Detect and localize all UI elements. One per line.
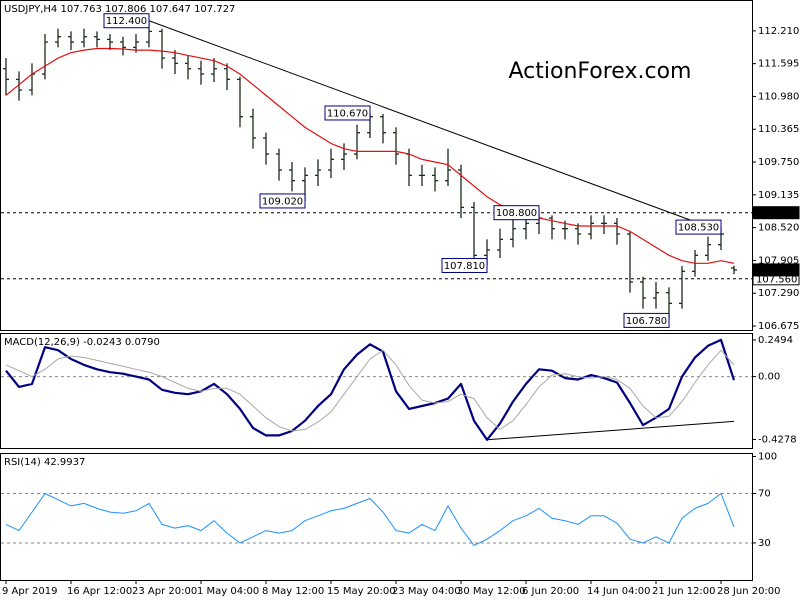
y-tick-label: 108.520 [758,223,799,234]
price-tag-label: 107.560 [756,274,797,285]
y-tick-label: 100 [758,451,777,462]
y-tick-label: 106.675 [758,321,799,332]
panel-title: USDJPY,H4 107.763 107.806 107.647 107.72… [4,4,235,15]
price-panel [0,0,753,331]
y-tick-label: 0.00 [758,372,780,383]
y-tick-label: 112.210 [758,26,799,37]
x-tick-label: 30 May 12:00 [457,586,526,597]
annotation-label: 107.810 [444,261,485,272]
y-tick-label: 109.750 [758,157,799,168]
annotation-box [441,257,488,273]
y-tick-label: 107.905 [758,255,799,266]
annotation-label: 110.670 [327,108,368,119]
x-tick-label: 21 Jun 12:00 [652,586,716,597]
trend-line [486,420,735,441]
annotation-label: 109.020 [262,196,303,207]
x-tick-label: 28 Jun 20:00 [717,586,781,597]
annotation-label: 106.780 [626,316,667,327]
y-tick-label: 110.365 [758,124,799,135]
price-tag [752,263,800,277]
panel-title: MACD(12,26,9) -0.0243 0.0790 [4,337,160,348]
annotation-box [675,219,722,235]
annotation-box [493,205,540,221]
indicator-line [5,349,735,432]
y-tick-label: 111.595 [758,59,799,70]
annotation-box [259,193,306,209]
rsi-panel [0,453,753,581]
x-tick-label: 14 Jun 04:00 [587,586,651,597]
x-tick-label: 23 Apr 20:00 [132,586,197,597]
x-tick-label: 9 Apr 2019 [2,586,57,597]
annotation-box [623,312,670,328]
x-tick-label: 15 May 20:00 [327,586,396,597]
panel-title: RSI(14) 42.9937 [4,457,85,468]
price-tag-label: 107.727 [756,265,797,276]
price-tag [752,206,800,220]
y-tick-label: 70 [758,489,771,500]
indicator-line [5,47,735,264]
x-tick-label: 23 May 04:00 [392,586,461,597]
y-tick-label: -0.4278 [758,434,797,445]
y-tick-label: 109.135 [758,190,799,201]
annotation-label: 112.400 [106,16,147,27]
x-tick-label: 8 May 12:00 [262,586,324,597]
annotation-label: 108.800 [496,208,537,219]
macd-panel [0,333,753,449]
y-tick-label: 107.290 [758,288,799,299]
x-tick-label: 16 Apr 12:00 [67,586,132,597]
y-tick-label: 30 [758,538,771,549]
y-tick-label: 110.980 [758,91,799,102]
price-tag-label: 108.800 [756,208,797,219]
indicator-line [5,493,735,546]
annotation-label: 108.530 [678,223,719,234]
indicator-line [5,338,736,441]
trend-line [148,20,722,232]
x-tick-label: 6 Jun 20:00 [522,586,579,597]
annotation-box [103,13,150,29]
x-tick-label: 1 May 04:00 [197,586,259,597]
annotation-box [324,105,371,121]
watermark: ActionForex.com [509,59,692,84]
y-tick-label: 0.2494 [758,335,793,346]
